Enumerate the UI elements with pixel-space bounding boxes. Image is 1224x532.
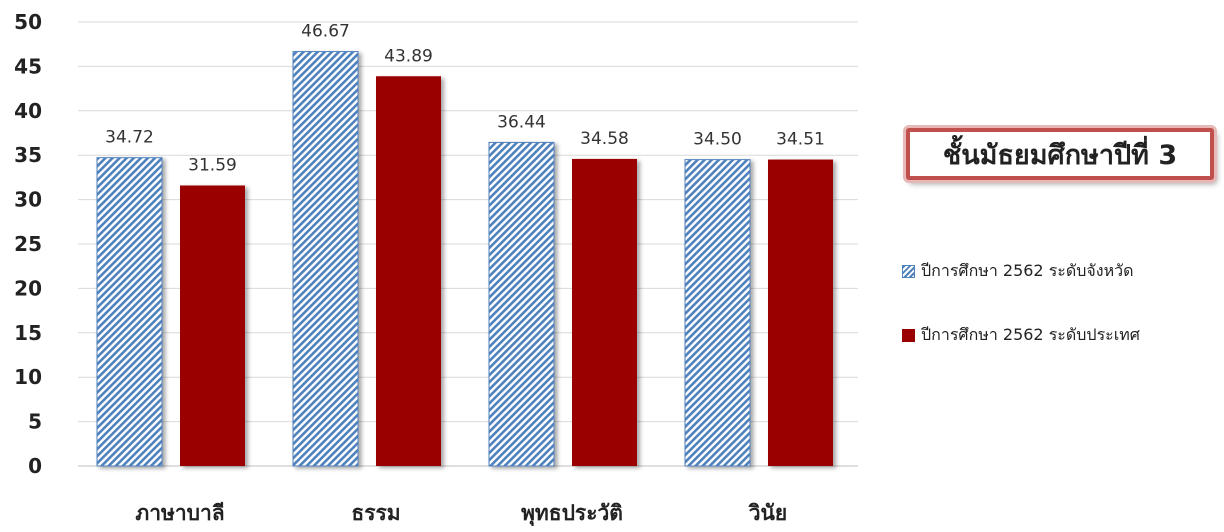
y-tick-label: 20 bbox=[14, 276, 42, 300]
chart-title: ชั้นมัธยมศึกษาปีที่ 3 bbox=[906, 128, 1214, 180]
data-label: 43.89 bbox=[384, 46, 433, 66]
y-tick-label: 50 bbox=[14, 10, 42, 34]
bar-country bbox=[572, 158, 637, 466]
data-label: 31.59 bbox=[188, 155, 237, 175]
data-label: 34.50 bbox=[693, 130, 742, 150]
legend-item-country: ปีการศึกษา 2562 ระดับประเทศ bbox=[902, 322, 1140, 348]
y-tick-label: 25 bbox=[14, 232, 42, 256]
bar-province bbox=[684, 159, 751, 467]
y-tick-label: 15 bbox=[14, 321, 42, 345]
legend-label-country: ปีการศึกษา 2562 ระดับประเทศ bbox=[921, 324, 1140, 344]
x-category-label: พุทธประวัติ bbox=[521, 501, 623, 527]
legend: ปีการศึกษา 2562 ระดับจังหวัด ปีการศึกษา … bbox=[902, 258, 1140, 386]
bar-country bbox=[768, 159, 833, 466]
legend-swatch-province bbox=[902, 264, 915, 278]
bar-province bbox=[96, 157, 163, 467]
legend-label-province: ปีการศึกษา 2562 ระดับจังหวัด bbox=[921, 260, 1134, 280]
x-category-label: ธรรม bbox=[351, 501, 400, 525]
data-label: 46.67 bbox=[301, 22, 350, 42]
data-label: 34.51 bbox=[776, 130, 825, 150]
y-tick-label: 35 bbox=[14, 143, 42, 167]
y-tick-label: 5 bbox=[28, 410, 42, 434]
x-category-label: ภาษาบาลี bbox=[135, 501, 224, 525]
y-tick-label: 40 bbox=[14, 99, 42, 123]
legend-swatch-country bbox=[902, 328, 915, 342]
bar-chart: 0 5 10 15 20 25 30 35 40 45 50 34.72 31.59 ภาษาบาลี 46… bbox=[14, 10, 858, 527]
data-label: 34.72 bbox=[105, 128, 154, 148]
data-label: 34.58 bbox=[580, 129, 629, 149]
bar-province bbox=[488, 141, 555, 467]
legend-item-province: ปีการศึกษา 2562 ระดับจังหวัด bbox=[902, 258, 1140, 284]
y-tick-label: 30 bbox=[14, 188, 42, 212]
y-tick-label: 45 bbox=[14, 54, 42, 78]
bar-province bbox=[292, 51, 359, 467]
data-label: 36.44 bbox=[497, 112, 546, 132]
bar-country bbox=[376, 76, 441, 466]
y-tick-label: 0 bbox=[28, 454, 42, 478]
bar-country bbox=[180, 185, 245, 466]
y-tick-label: 10 bbox=[14, 365, 42, 389]
x-category-label: วินัย bbox=[748, 501, 788, 525]
